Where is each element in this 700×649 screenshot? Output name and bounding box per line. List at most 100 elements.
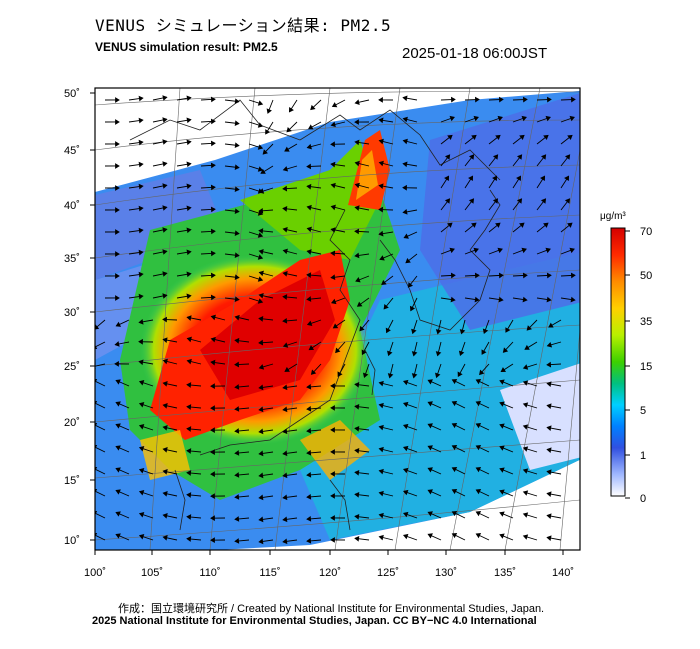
wind-arrow-head [548, 322, 554, 328]
wind-arrow-head [516, 154, 523, 160]
colorbar: μg/m³ 70 50 35 15 5 1 0 [600, 211, 652, 505]
wind-arrow-head [234, 208, 240, 215]
wind-arrow-head [378, 117, 384, 124]
wind-arrow-head [459, 329, 466, 335]
wind-arrow-head [210, 493, 215, 499]
wind-arrow-head [234, 314, 240, 321]
wind-arrow-head [138, 227, 144, 234]
wind-arrow-head [234, 120, 240, 127]
wind-arrow-head [234, 472, 240, 478]
wind-arrow-head [546, 361, 552, 368]
wind-arrow-head [330, 182, 336, 189]
wind-arrow-head [331, 102, 338, 108]
lon-tick-label: 115˚ [259, 567, 280, 579]
wind-arrow-head [330, 405, 335, 411]
wind-arrow-head [282, 271, 288, 277]
wind-arrow-head [354, 513, 360, 520]
wind-arrow-head [407, 282, 414, 288]
wind-arrow-head [403, 233, 409, 239]
wind-arrow-head [516, 175, 522, 182]
wind-arrow-head [449, 247, 455, 254]
wind-arrow-head [310, 369, 317, 375]
wind-arrow-head [257, 144, 264, 150]
wind-arrow-head [474, 296, 480, 303]
wind-arrow-head [282, 406, 288, 413]
wind-arrow-head [162, 139, 168, 145]
wind-arrow-head [378, 424, 384, 431]
pm25-map: 50˚ 45˚ 40˚ 35˚ 30˚ 25˚ 20˚ 15˚ 10˚ 100˚ 105˚ 110˚… [64, 87, 652, 579]
wind-arrow-head [444, 154, 451, 160]
wind-arrow-head [306, 272, 312, 279]
wind-arrow-head [115, 251, 120, 257]
wind-arrow-head [402, 161, 408, 168]
wind-arrow-head [234, 142, 240, 149]
wind-arrow-head [306, 226, 312, 233]
wind-arrow-head [402, 489, 409, 496]
lat-tick-label: 45˚ [64, 145, 80, 157]
wind-arrow-head [282, 516, 288, 523]
wind-arrow-head [162, 337, 168, 343]
wind-arrow-head [115, 467, 121, 473]
wind-arrow-head [354, 160, 360, 167]
wind-arrow-head [162, 491, 168, 497]
wind-arrow-head [234, 494, 240, 500]
wind-arrow-head [522, 402, 529, 408]
wind-arrow-head [378, 97, 383, 103]
wind-arrow-head [330, 427, 335, 433]
wind-arrow-head [162, 381, 168, 387]
wind-arrow-head [451, 488, 458, 495]
wind-arrow-head [427, 489, 433, 495]
wind-arrow-head [258, 228, 264, 234]
title-en: VENUS simulation result: PM2.5 [95, 40, 278, 54]
wind-arrow-head [138, 424, 145, 430]
title-jp: VENUS シミュレーション結果: PM2.5 [95, 16, 392, 35]
colorbar-label: 35 [640, 316, 652, 328]
wind-arrow-head [495, 222, 501, 228]
wind-arrow-head [186, 536, 192, 542]
wind-arrow-head [186, 470, 192, 476]
wind-arrow-head [210, 294, 216, 301]
lat-tick-label: 15˚ [64, 475, 80, 487]
wind-arrow-shaft [95, 446, 106, 453]
map-field [95, 88, 580, 550]
wind-arrow-head [564, 154, 571, 160]
wind-arrow-head [330, 121, 336, 128]
wind-arrow-head [138, 183, 144, 190]
wind-arrow-head [162, 183, 168, 189]
wind-arrow-head [258, 207, 264, 214]
wind-arrow-head [449, 115, 455, 122]
wind-arrow-head [234, 538, 240, 544]
wind-arrow-head [186, 139, 192, 146]
wind-arrow-head [282, 472, 288, 479]
wind-arrow-head [479, 369, 485, 376]
wind-arrow-head [306, 163, 312, 170]
wind-arrow-head [286, 127, 292, 133]
wind-arrow-head [282, 494, 288, 501]
wind-arrow-head [435, 329, 442, 335]
wind-arrow-head [378, 230, 384, 237]
wind-arrow-head [378, 490, 384, 497]
wind-arrow-head [499, 379, 505, 385]
wind-arrow-head [492, 198, 499, 204]
wind-arrow-head [186, 161, 192, 168]
wind-arrow-head [115, 511, 121, 517]
wind-arrow-head [540, 154, 547, 160]
wind-arrow-head [258, 472, 264, 479]
wind-arrow-head [260, 168, 266, 174]
wind-arrow-head [234, 296, 240, 303]
wind-arrow-head [379, 255, 385, 261]
wind-arrow-head [546, 342, 553, 348]
wind-arrow-head [162, 117, 168, 123]
lon-tick-label: 120˚ [319, 567, 341, 579]
wind-arrow-head [138, 293, 144, 300]
wind-arrow-head [307, 124, 314, 130]
wind-arrow-head [234, 428, 240, 434]
wind-arrow-head [451, 400, 458, 407]
wind-arrow-head [138, 380, 145, 386]
wind-arrow-head [354, 535, 360, 542]
wind-arrow-head [385, 327, 391, 334]
wind-arrow-head [362, 372, 369, 379]
wind-arrow-head [564, 198, 571, 204]
wind-arrow-head [186, 227, 192, 234]
wind-arrow-head [115, 273, 120, 279]
